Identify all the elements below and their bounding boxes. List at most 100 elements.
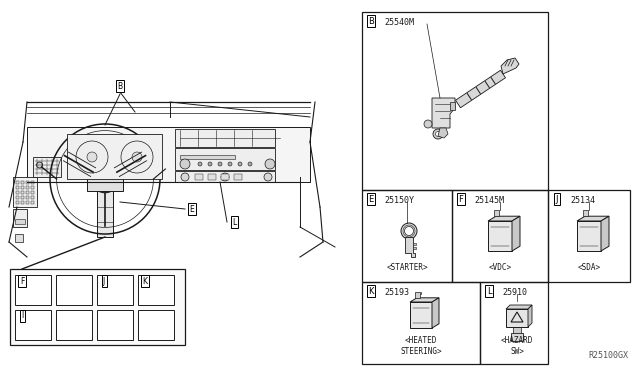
Text: I: I (21, 311, 23, 321)
Circle shape (92, 165, 119, 193)
Bar (234, 174, 242, 180)
Polygon shape (577, 216, 609, 221)
Polygon shape (410, 298, 439, 302)
Bar (16, 201, 19, 204)
Bar (33, 157, 61, 177)
Polygon shape (456, 70, 506, 108)
Circle shape (87, 152, 97, 162)
Bar (362, 12, 548, 190)
Bar (67, 134, 162, 179)
Bar (175, 171, 275, 182)
Bar (221, 174, 229, 180)
Bar (31, 196, 34, 199)
Bar (16, 181, 19, 184)
Text: 25134: 25134 (570, 196, 595, 205)
Polygon shape (450, 102, 455, 110)
Bar (31, 191, 34, 194)
Bar (15, 234, 23, 242)
Circle shape (435, 131, 440, 137)
Polygon shape (528, 305, 532, 327)
Text: 25145M: 25145M (474, 196, 504, 205)
Bar (494, 210, 499, 216)
Circle shape (264, 173, 272, 181)
Circle shape (132, 152, 142, 162)
Text: J: J (556, 195, 558, 203)
Bar (415, 292, 420, 298)
Polygon shape (87, 167, 123, 191)
Polygon shape (405, 237, 415, 257)
Text: 25150Y: 25150Y (384, 196, 414, 205)
Text: 25193: 25193 (384, 288, 409, 297)
Bar (21, 181, 24, 184)
Bar (15, 275, 51, 305)
Bar (583, 210, 588, 216)
Bar (413, 247, 416, 249)
Bar (97, 310, 133, 340)
Bar (175, 129, 275, 147)
Circle shape (198, 162, 202, 166)
Circle shape (404, 227, 413, 235)
Bar (15, 219, 25, 224)
Bar (26, 191, 29, 194)
Circle shape (401, 223, 417, 239)
Bar (31, 181, 34, 184)
Bar (27, 127, 310, 182)
Polygon shape (601, 216, 609, 251)
Bar (15, 310, 51, 340)
Polygon shape (501, 58, 519, 74)
Bar (21, 186, 24, 189)
Text: J: J (103, 276, 105, 285)
Circle shape (218, 162, 222, 166)
Bar (56, 275, 92, 305)
Bar (452, 190, 548, 282)
Circle shape (180, 159, 190, 169)
Polygon shape (488, 216, 520, 221)
Text: 25910: 25910 (502, 288, 527, 297)
Text: R25100GX: R25100GX (588, 351, 628, 360)
Polygon shape (506, 305, 532, 309)
Bar (13, 177, 37, 207)
Bar (138, 275, 174, 305)
Bar (208, 174, 216, 180)
Bar (31, 201, 34, 204)
Circle shape (433, 129, 443, 139)
Bar (16, 186, 19, 189)
Bar (513, 327, 521, 333)
Text: B: B (117, 81, 123, 90)
Bar (31, 186, 34, 189)
Text: B: B (368, 16, 374, 26)
Bar (577, 221, 601, 251)
Text: <SDA>: <SDA> (577, 263, 600, 272)
Polygon shape (432, 298, 439, 328)
Bar (26, 201, 29, 204)
Text: F: F (20, 276, 24, 285)
Bar (410, 302, 432, 328)
Text: K: K (368, 286, 374, 295)
Text: E: E (369, 195, 374, 203)
Bar (488, 221, 512, 251)
Bar (175, 148, 275, 170)
Bar (97, 275, 133, 305)
Circle shape (228, 162, 232, 166)
Bar (26, 181, 29, 184)
Polygon shape (438, 128, 448, 138)
Bar (480, 282, 548, 364)
Circle shape (248, 162, 252, 166)
Bar (511, 333, 523, 341)
Bar (548, 190, 630, 282)
Circle shape (181, 173, 189, 181)
Bar (138, 310, 174, 340)
Bar (21, 191, 24, 194)
Circle shape (76, 141, 108, 173)
Circle shape (424, 120, 432, 128)
Text: F: F (459, 195, 463, 203)
Text: L: L (486, 286, 492, 295)
Text: <STARTER>: <STARTER> (386, 263, 428, 272)
Text: 25540M: 25540M (384, 18, 414, 27)
Bar (413, 243, 416, 245)
Bar (10, 269, 185, 345)
Bar (97, 187, 113, 237)
Text: <HAZARD
SW>: <HAZARD SW> (501, 336, 533, 356)
Circle shape (238, 162, 242, 166)
Circle shape (208, 162, 212, 166)
